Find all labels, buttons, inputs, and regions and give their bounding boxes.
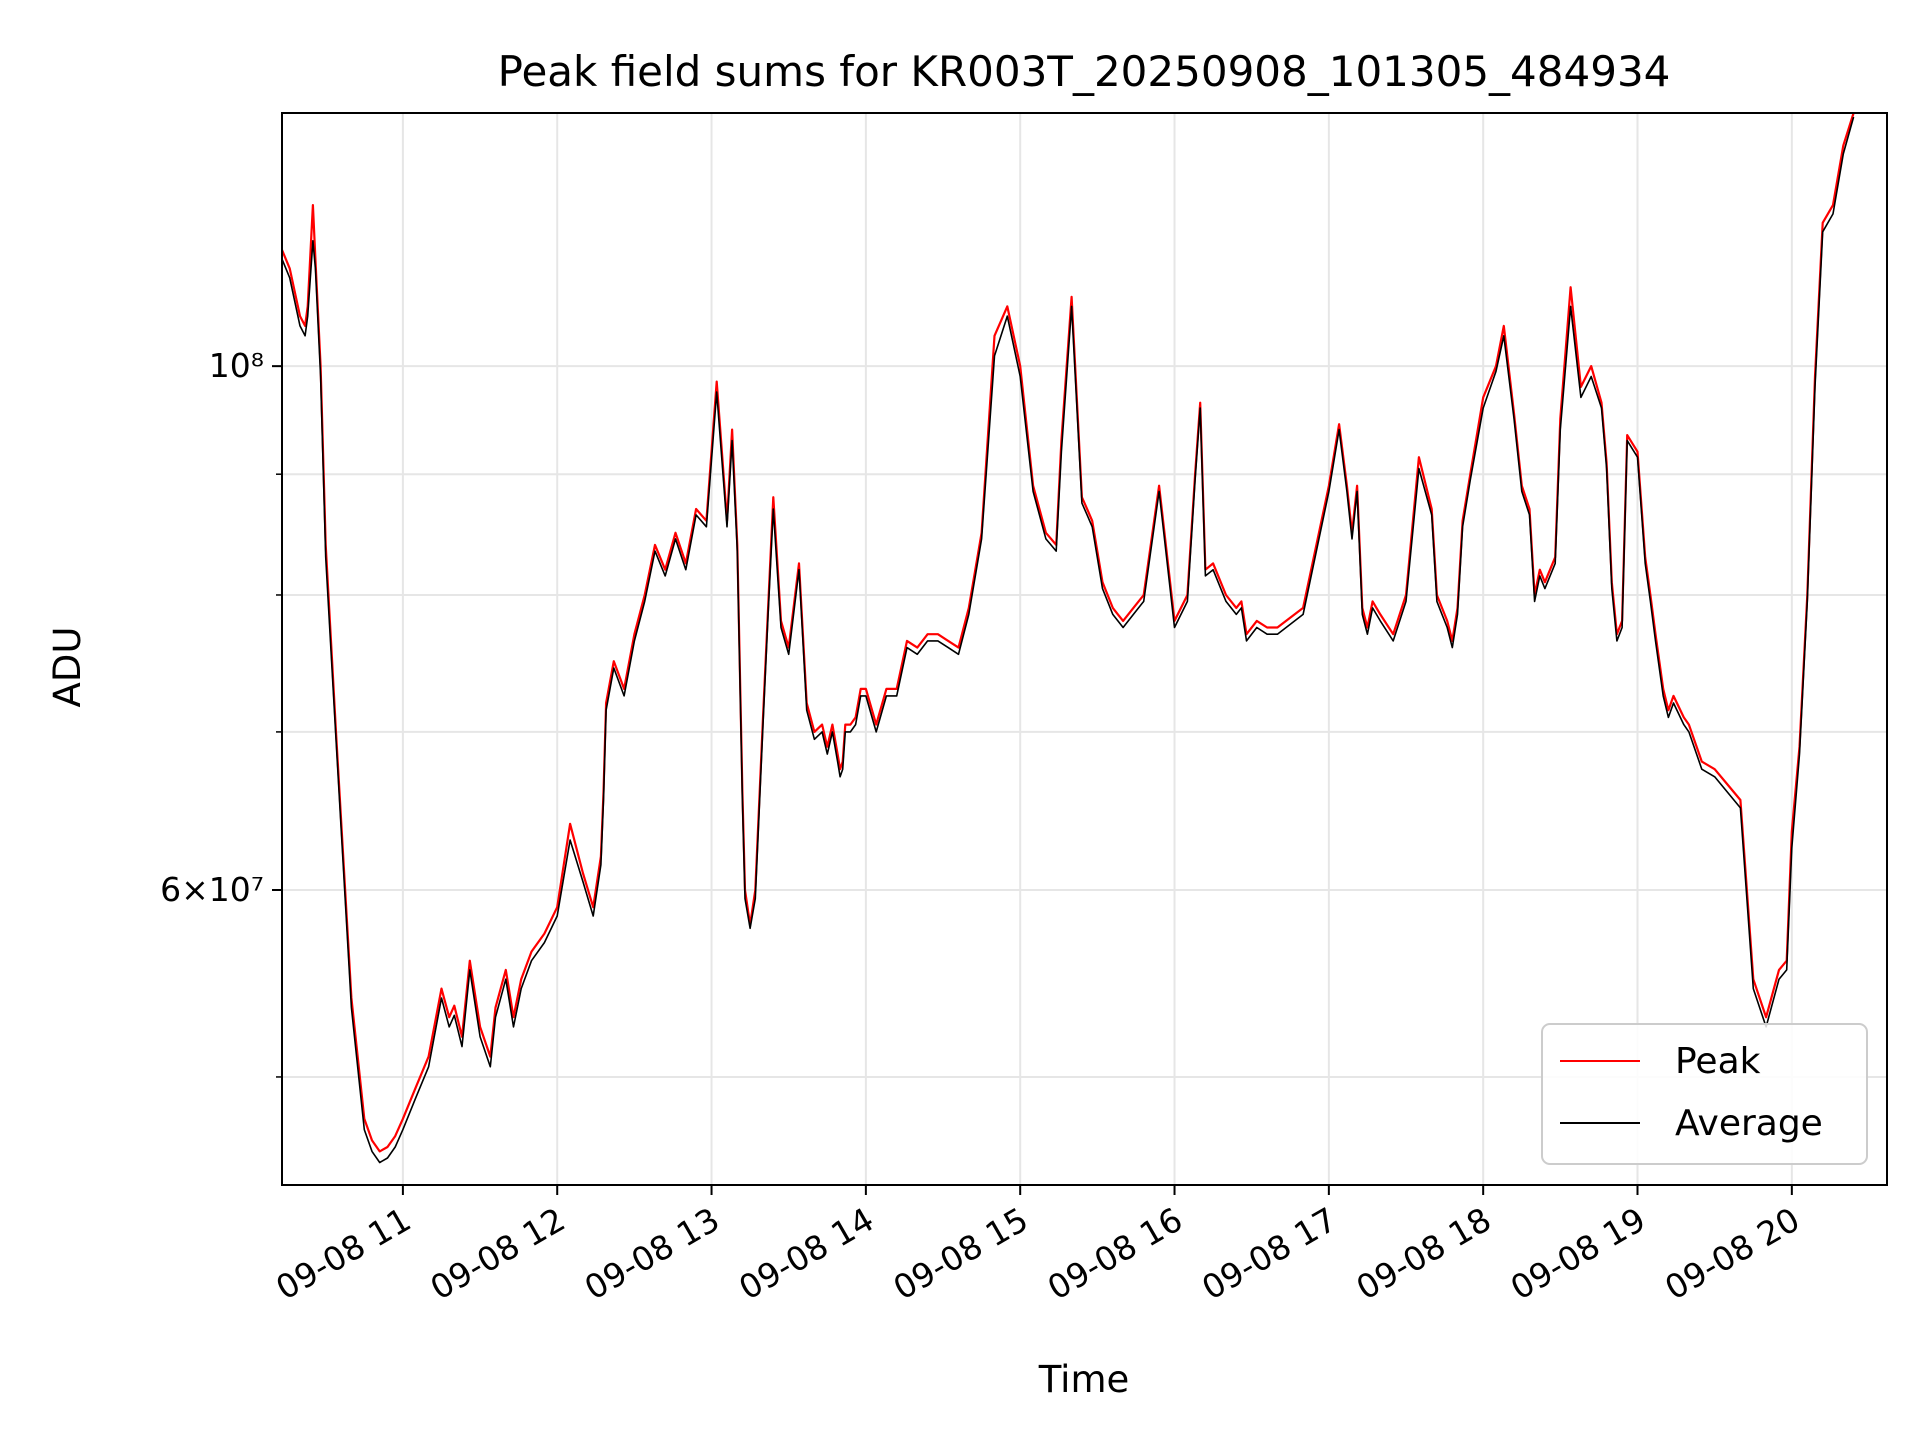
x-axis-label: Time xyxy=(1038,1358,1130,1401)
series-group xyxy=(280,112,1855,1164)
y-axis: 6×10⁷ 10⁸ xyxy=(160,346,282,1078)
legend-box xyxy=(1541,1023,1868,1165)
series-line-peak xyxy=(280,112,1855,1153)
series-line-average xyxy=(281,116,1855,1164)
chart-title: Peak field sums for KR003T_20250908_1013… xyxy=(498,47,1671,96)
legend: Peak Average xyxy=(1541,1023,1868,1165)
y-tick-label: 6×10⁷ xyxy=(160,870,264,909)
plot-frame xyxy=(281,112,1888,1186)
y-tick-label: 10⁸ xyxy=(209,346,264,385)
legend-label-peak: Peak xyxy=(1675,1041,1761,1082)
y-axis-label: ADU xyxy=(46,627,89,708)
legend-label-average: Average xyxy=(1675,1103,1823,1144)
